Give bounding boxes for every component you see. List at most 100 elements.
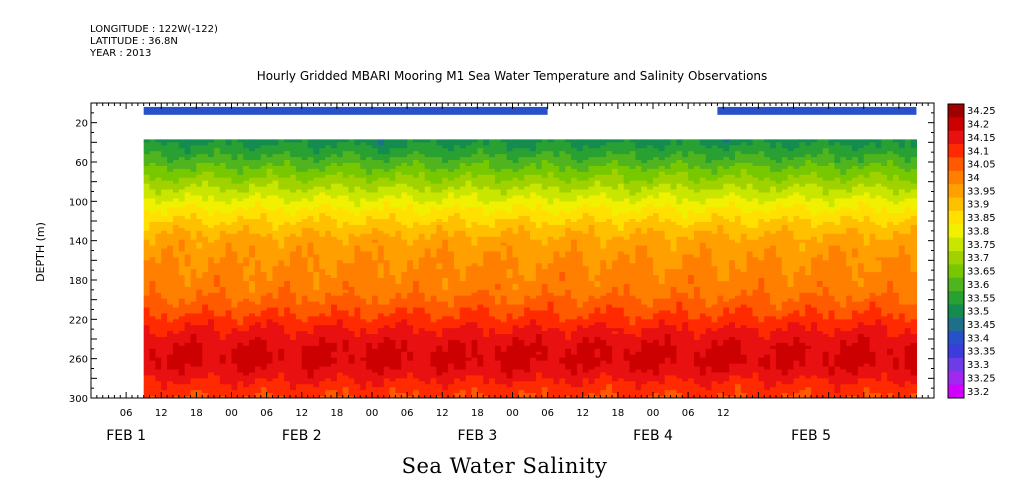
- heatmap-cell: [167, 174, 174, 179]
- heatmap-cell: [307, 307, 315, 312]
- heatmap-cell: [237, 304, 244, 309]
- heatmap-cell: [336, 248, 344, 253]
- heatmap-cell: [325, 345, 332, 350]
- heatmap-cell: [190, 151, 197, 155]
- heatmap-cell: [319, 224, 326, 229]
- heatmap-cell: [219, 201, 227, 205]
- heatmap-cell: [336, 151, 344, 155]
- heatmap-cell: [418, 378, 426, 382]
- heatmap-cell: [307, 304, 315, 309]
- heatmap-cell: [260, 207, 268, 211]
- heatmap-cell: [412, 219, 420, 223]
- heatmap-cell: [219, 307, 227, 312]
- heatmap-cell: [219, 160, 227, 164]
- heatmap-cell: [389, 269, 397, 273]
- heatmap-cell: [354, 186, 361, 191]
- heatmap-cell: [325, 269, 332, 273]
- heatmap-cell: [143, 269, 151, 273]
- heatmap-cell: [453, 316, 461, 320]
- heatmap-cell: [237, 165, 244, 170]
- heatmap-cell: [360, 363, 367, 368]
- heatmap-cell: [290, 390, 297, 394]
- heatmap-cell: [178, 307, 186, 312]
- heatmap-cell: [149, 139, 156, 143]
- heatmap-cell: [208, 319, 215, 323]
- heatmap-cell: [213, 337, 221, 341]
- heatmap-cell: [231, 280, 238, 285]
- heatmap-cell: [260, 183, 268, 188]
- heatmap-cell: [372, 325, 379, 329]
- heatmap-cell: [459, 148, 467, 152]
- heatmap-cell: [237, 378, 244, 382]
- heatmap-cell: [290, 245, 297, 250]
- heatmap-cell: [254, 278, 262, 282]
- heatmap-cell: [290, 289, 297, 294]
- heatmap-cell: [213, 304, 221, 309]
- heatmap-cell: [442, 372, 449, 376]
- heatmap-cell: [155, 186, 162, 191]
- heatmap-cell: [184, 139, 192, 143]
- heatmap-cell: [254, 183, 262, 188]
- heatmap-cell: [249, 239, 256, 244]
- heatmap-cell: [401, 292, 408, 297]
- heatmap-cell: [336, 393, 344, 397]
- heatmap-cell: [278, 154, 285, 158]
- heatmap-cell: [190, 239, 197, 244]
- heatmap-cell: [331, 334, 338, 338]
- heatmap-cell: [284, 224, 291, 229]
- heatmap-cell: [254, 245, 262, 250]
- heatmap-cell: [313, 381, 320, 385]
- heatmap-cell: [360, 242, 367, 247]
- heatmap-cell: [161, 227, 168, 232]
- heatmap-cell: [284, 396, 291, 398]
- heatmap-cell: [225, 210, 233, 214]
- heatmap-cell: [184, 186, 192, 191]
- heatmap-cell: [366, 345, 373, 350]
- heatmap-cell: [319, 221, 326, 226]
- heatmap-cell: [202, 186, 209, 191]
- heatmap-cell: [213, 393, 221, 397]
- heatmap-cell: [377, 245, 385, 250]
- heatmap-cell: [348, 204, 356, 208]
- heatmap-cell: [372, 207, 379, 211]
- heatmap-cell: [208, 189, 215, 194]
- heatmap-cell: [143, 201, 151, 205]
- heatmap-cell: [219, 334, 227, 338]
- heatmap-cell: [202, 298, 209, 303]
- heatmap-cell: [225, 269, 233, 273]
- heatmap-cell: [178, 198, 186, 202]
- heatmap-cell: [424, 213, 432, 217]
- heatmap-cell: [301, 245, 309, 250]
- heatmap-cell: [348, 331, 356, 335]
- heatmap-cell: [412, 207, 420, 211]
- heatmap-cell: [471, 219, 478, 223]
- heatmap-cell: [161, 219, 168, 223]
- heatmap-cell: [213, 263, 221, 267]
- heatmap-cell: [243, 354, 250, 359]
- heatmap-cell: [325, 224, 332, 229]
- heatmap-cell: [319, 207, 326, 211]
- heatmap-cell: [178, 204, 186, 208]
- heatmap-cell: [161, 334, 168, 338]
- heatmap-cell: [360, 151, 367, 155]
- heatmap-cell: [254, 198, 262, 202]
- heatmap-cell: [418, 272, 426, 276]
- heatmap-cell: [436, 328, 443, 332]
- heatmap-cell: [149, 339, 156, 344]
- heatmap-cell: [465, 316, 473, 320]
- heatmap-cell: [231, 295, 238, 300]
- heatmap-cell: [278, 251, 285, 256]
- heatmap-cell: [231, 378, 238, 382]
- heatmap-cell: [143, 301, 151, 306]
- heatmap-cell: [412, 337, 420, 341]
- heatmap-cell: [290, 280, 297, 285]
- heatmap-cell: [465, 283, 473, 288]
- heatmap-cell: [354, 313, 361, 317]
- heatmap-cell: [395, 384, 402, 388]
- heatmap-cell: [372, 162, 379, 167]
- heatmap-cell: [190, 186, 197, 191]
- heatmap-cell: [213, 245, 221, 250]
- heatmap-cell: [430, 319, 437, 323]
- heatmap-cell: [459, 360, 467, 365]
- heatmap-cell: [377, 157, 385, 161]
